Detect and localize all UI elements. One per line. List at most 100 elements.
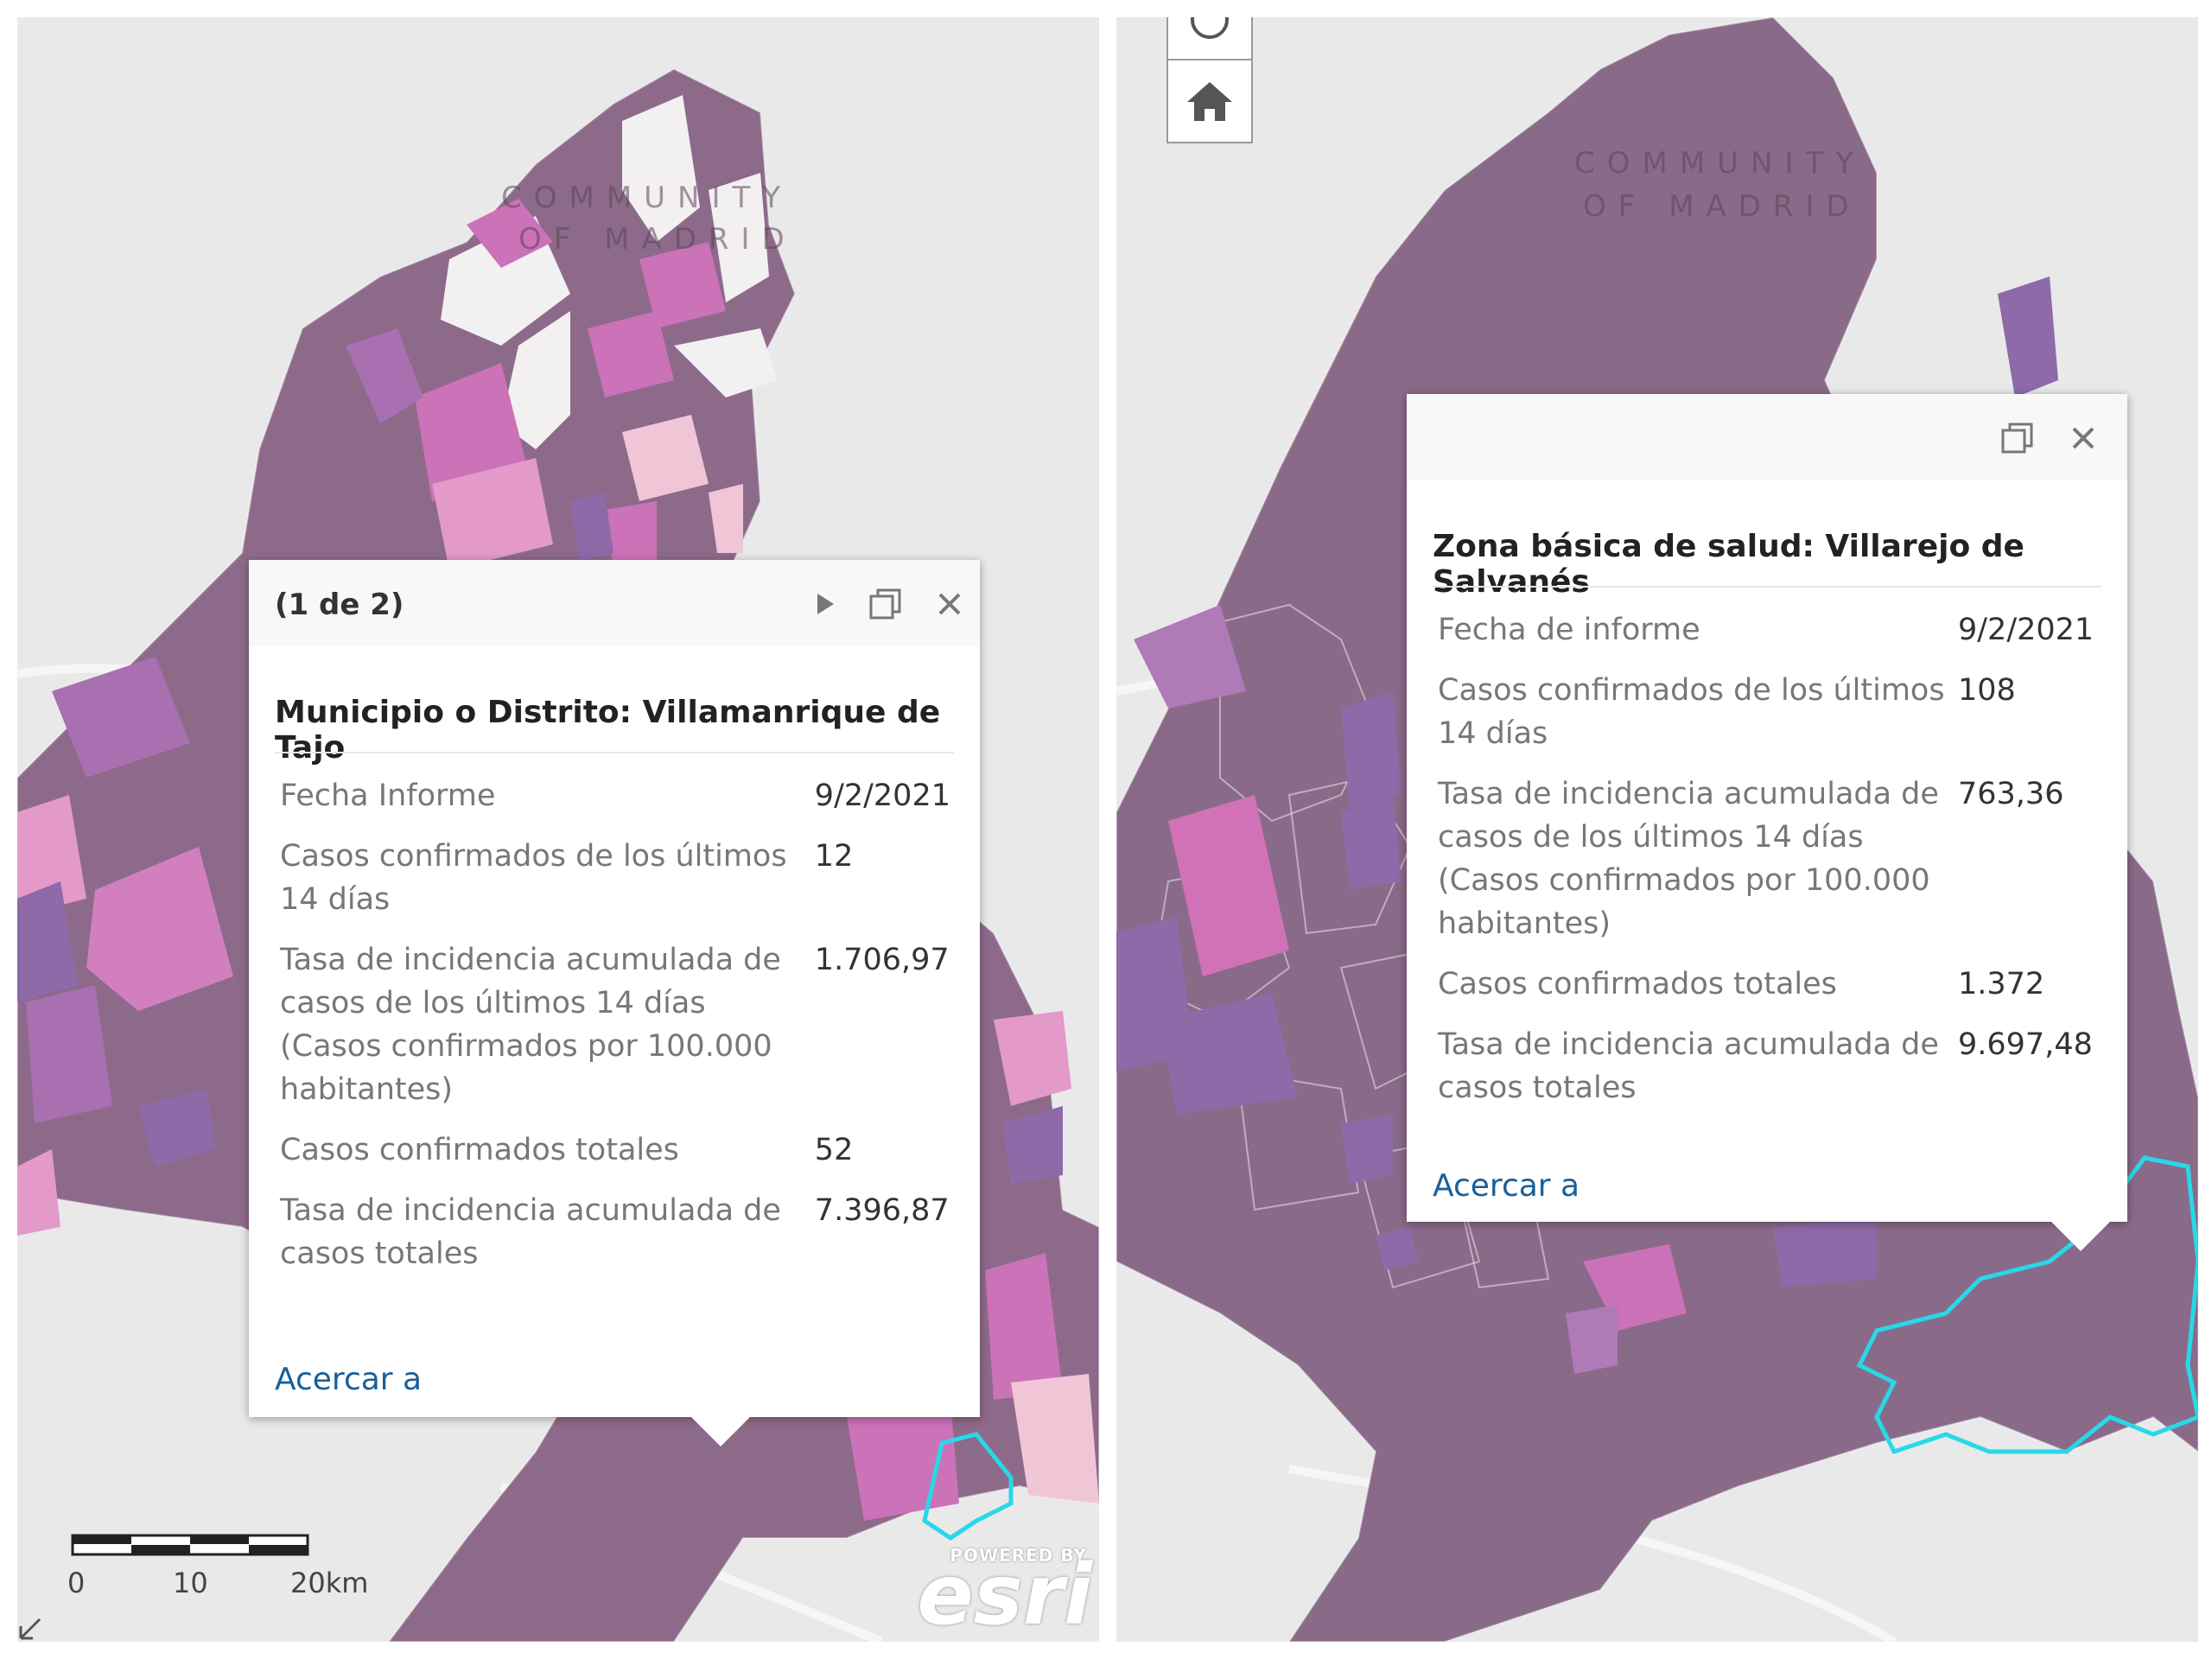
municipality-area[interactable] (501, 311, 570, 449)
health-zone-area[interactable] (1376, 1227, 1419, 1270)
table-row: Tasa de incidencia acumulada de casos de… (275, 930, 956, 1120)
municipality-area[interactable] (709, 173, 769, 302)
title-divider (275, 752, 954, 753)
attribute-label: Tasa de incidencia acumulada de casos de… (1438, 777, 1939, 941)
scale-label: 10 (173, 1567, 208, 1599)
municipality-area[interactable] (17, 1149, 60, 1236)
municipality-area[interactable] (138, 1089, 216, 1166)
attribute-table: Fecha de informe 9/2/2021 Casos confirma… (1433, 600, 2099, 1118)
health-zone-area[interactable] (1341, 795, 1402, 890)
municipality-area[interactable] (432, 458, 553, 570)
esri-attribution-logo[interactable]: POWERED BY esri (918, 1545, 1093, 1637)
municipality-area[interactable] (1011, 1374, 1099, 1503)
health-zone-area[interactable] (1160, 994, 1298, 1115)
popup-pointer (2051, 1222, 2110, 1251)
municipality-area[interactable] (467, 199, 553, 268)
attribute-label: Fecha Informe (280, 779, 496, 813)
popup-header: (1 de 2) (249, 560, 980, 646)
municipality-area[interactable] (17, 881, 78, 1002)
attribute-label: Casos confirmados totales (280, 1133, 679, 1167)
health-zone-area[interactable] (1341, 1115, 1393, 1184)
table-row: Tasa de incidencia acumulada de casos de… (1433, 764, 2099, 954)
municipality-area[interactable] (605, 501, 657, 570)
next-icon[interactable] (804, 582, 847, 626)
municipality-area[interactable] (985, 1253, 1063, 1400)
popup-pager: (1 de 2) (275, 588, 404, 622)
municipality-area[interactable] (847, 1400, 959, 1521)
health-zone-area[interactable] (1134, 605, 1246, 709)
feature-popup[interactable]: Zona básica de salud: Villarejo de Salva… (1407, 394, 2127, 1222)
attribute-table: Fecha Informe 9/2/2021 Casos confirmados… (275, 766, 956, 1284)
attribute-label: Tasa de incidencia acumulada de casos to… (280, 1193, 781, 1271)
expand-arrow-icon[interactable] (17, 1612, 47, 1642)
municipality-area[interactable] (994, 1011, 1071, 1106)
maximize-icon[interactable] (1996, 416, 2039, 460)
attribute-value: 9/2/2021 (814, 779, 950, 813)
map-region-label-line2: OF MADRID (1583, 189, 1861, 224)
close-icon[interactable] (2062, 416, 2105, 460)
municipality-area[interactable] (622, 415, 709, 501)
left-map-panel[interactable]: COMMUNITY OF MADRID (1 de 2) Municipio o… (17, 17, 1099, 1642)
popup-title: Zona básica de salud: Villarejo de Salva… (1433, 529, 2024, 600)
municipality-area[interactable] (674, 328, 778, 397)
health-zone-area[interactable] (1566, 1305, 1618, 1374)
selected-municipality-outline[interactable] (922, 1432, 1014, 1541)
popup-header (1407, 394, 2127, 480)
scalebar-graphic (71, 1534, 309, 1556)
zoom-to-link[interactable]: Acercar a (275, 1362, 423, 1397)
municipality-area[interactable] (1002, 1106, 1063, 1184)
municipality-area[interactable] (415, 363, 527, 501)
municipality-area[interactable] (86, 847, 233, 1011)
attribute-value: 1.706,97 (814, 943, 950, 977)
right-map-panel[interactable]: COMMUNITY OF MADRID Zona básica de salud… (1116, 17, 2198, 1642)
municipality-area[interactable] (639, 242, 726, 328)
table-row: Tasa de incidencia acumulada de casos to… (1433, 1014, 2099, 1118)
health-zone-area[interactable] (1773, 1218, 1877, 1287)
compass-button[interactable] (1166, 17, 1253, 62)
health-zone-area[interactable] (1341, 691, 1402, 812)
attribute-value: 108 (1958, 673, 2016, 708)
municipality-area[interactable] (570, 493, 613, 562)
attribute-value: 12 (814, 839, 854, 874)
municipality-area[interactable] (709, 484, 743, 553)
municipality-area[interactable] (52, 657, 190, 778)
attribute-label: Tasa de incidencia acumulada de casos de… (280, 943, 781, 1107)
attribute-value: 1.372 (1958, 967, 2045, 1001)
municipality-area[interactable] (622, 95, 700, 242)
attribute-value: 52 (814, 1133, 854, 1167)
selected-zone-outline[interactable] (1856, 1155, 2198, 1455)
table-row: Casos confirmados totales 52 (275, 1120, 956, 1180)
zoom-to-link[interactable]: Acercar a (1433, 1168, 1580, 1204)
attribute-label: Fecha de informe (1438, 613, 1700, 647)
maximize-icon[interactable] (864, 582, 907, 626)
table-row: Fecha de informe 9/2/2021 (1433, 600, 2099, 660)
table-row: Casos confirmados de los últimos 14 días… (1433, 660, 2099, 764)
municipality-area[interactable] (346, 328, 423, 423)
home-icon (1187, 82, 1232, 121)
title-divider (1433, 586, 2101, 588)
attribute-value: 7.396,87 (814, 1193, 950, 1228)
municipality-area[interactable] (588, 311, 674, 397)
health-zone-area[interactable] (1168, 795, 1289, 976)
map-region-label-line1: COMMUNITY (1574, 146, 1866, 181)
close-icon[interactable] (928, 582, 971, 626)
feature-popup[interactable]: (1 de 2) Municipio o Distrito: Villamanr… (249, 560, 980, 1417)
popup-title: Municipio o Distrito: Villamanrique de T… (275, 695, 941, 766)
compass-icon (1191, 17, 1229, 39)
map-region-label-line2: OF MADRID (518, 222, 797, 257)
municipality-area[interactable] (17, 795, 86, 916)
zone-boundary (1236, 1070, 1360, 1211)
attribute-label: Casos confirmados de los últimos 14 días (1438, 673, 1945, 751)
esri-brand-text: esri (917, 1547, 1093, 1642)
attribute-value: 763,36 (1958, 777, 2064, 811)
attribute-value: 9.697,48 (1958, 1027, 2093, 1062)
attribute-label: Tasa de incidencia acumulada de casos to… (1438, 1027, 1939, 1105)
table-row: Casos confirmados de los últimos 14 días… (275, 826, 956, 930)
table-row: Casos confirmados totales 1.372 (1433, 954, 2099, 1014)
attribute-value: 9/2/2021 (1958, 613, 2094, 647)
popup-pointer (691, 1417, 750, 1446)
home-button[interactable] (1166, 59, 1253, 143)
powered-by-text: POWERED BY (950, 1545, 1087, 1566)
health-zone-area[interactable] (1998, 276, 2058, 397)
municipality-area[interactable] (26, 985, 112, 1123)
